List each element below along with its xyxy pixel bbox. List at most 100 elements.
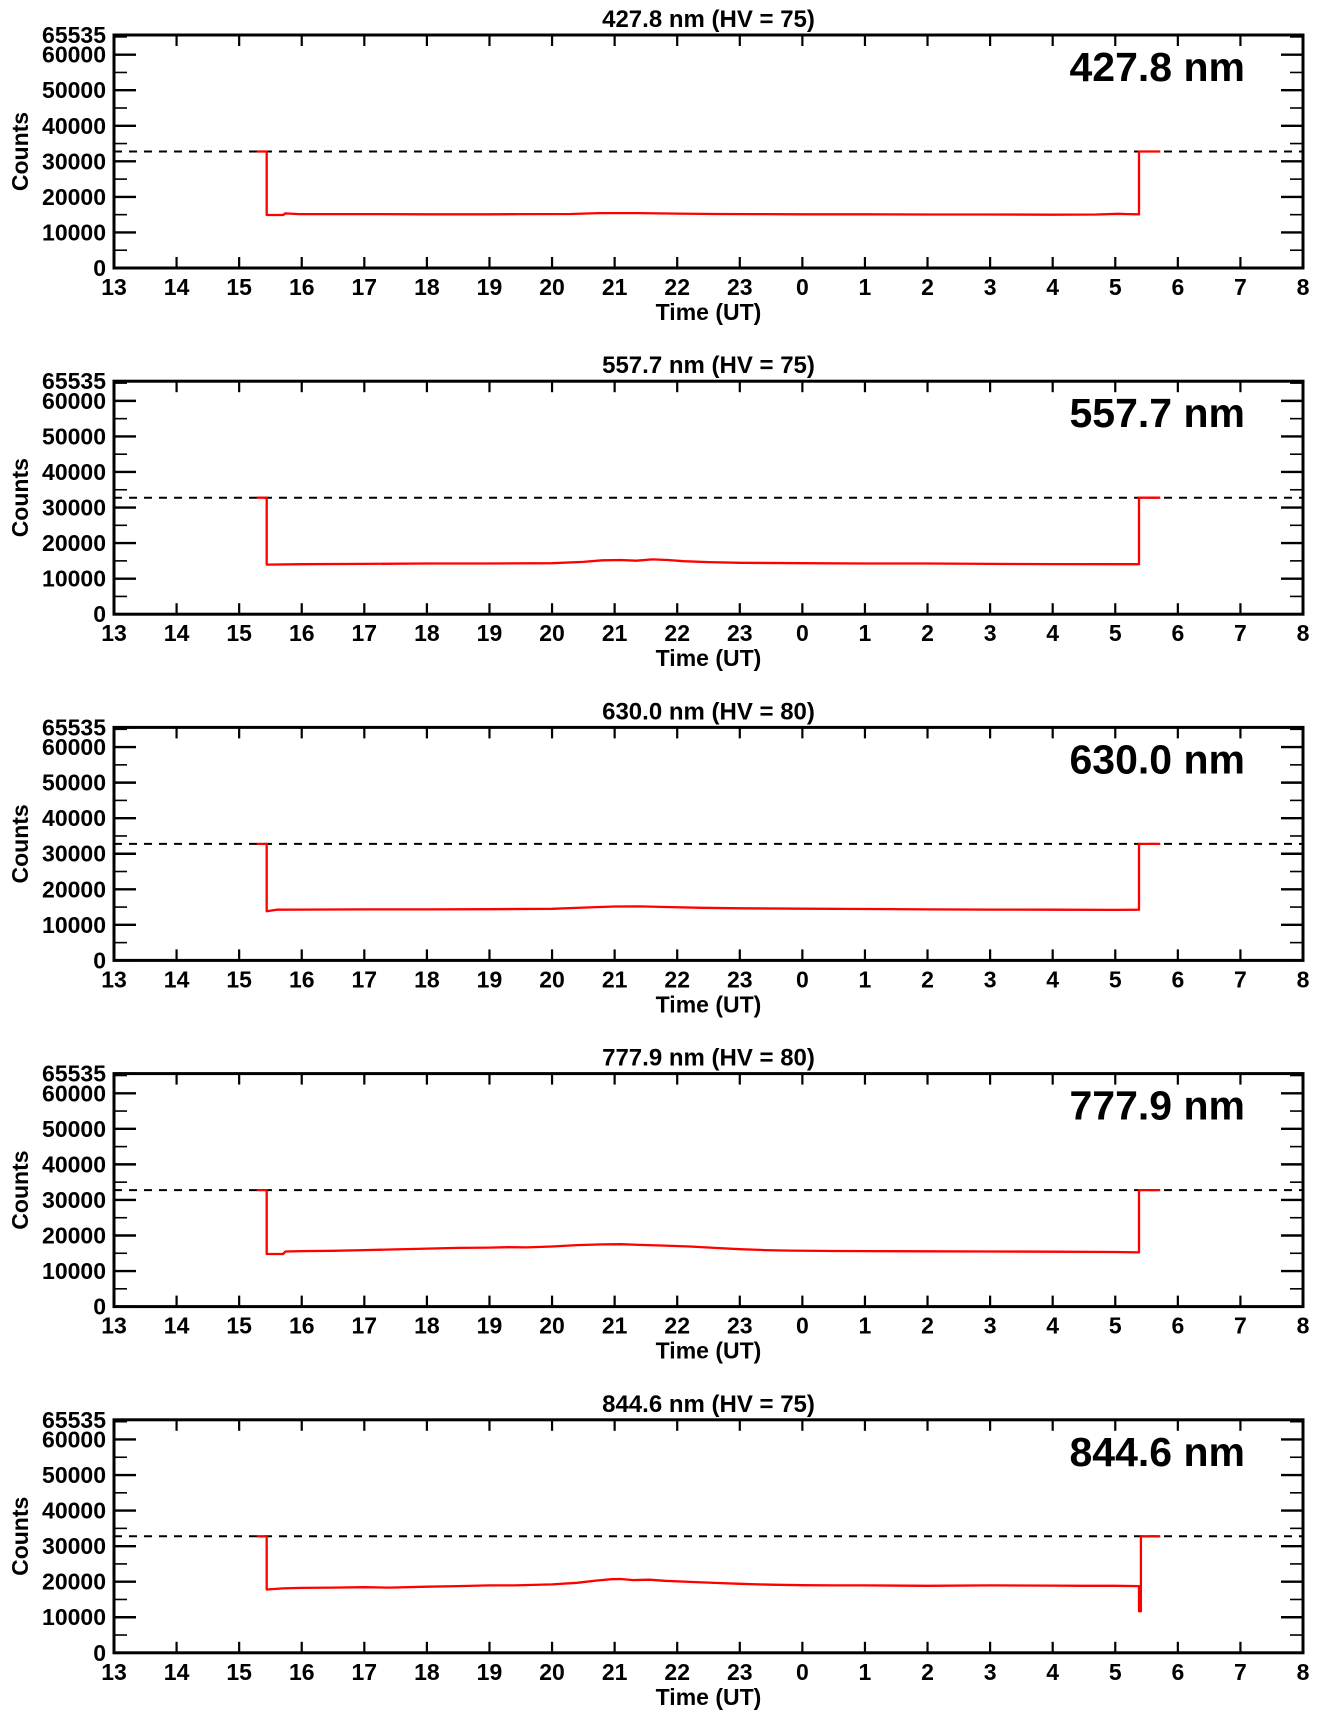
- panel-title: 427.8 nm (HV = 75): [602, 6, 815, 33]
- x-tick-label: 21: [602, 1659, 628, 1685]
- panel-title: 844.6 nm (HV = 75): [602, 1391, 815, 1418]
- x-tick-label: 4: [1046, 274, 1059, 300]
- counts-line: [256, 842, 1161, 913]
- x-tick-label: 5: [1109, 1659, 1122, 1685]
- y-tick-label: 10000: [42, 1258, 106, 1284]
- y-tick-label: 65535: [42, 22, 106, 48]
- x-tick-label: 18: [414, 620, 440, 646]
- x-tick-label: 15: [226, 1659, 252, 1685]
- counts-line: [256, 1188, 1161, 1256]
- x-tick-label: 20: [539, 620, 565, 646]
- panel-427.8nm: 427.8 nm (HV = 75) 0 10000 20000 30000 40000 5…: [7, 6, 1310, 325]
- counts-line: [256, 150, 1161, 217]
- x-tick-label: 8: [1297, 966, 1310, 992]
- x-tick-label: 22: [664, 966, 690, 992]
- counts-line: [256, 496, 1161, 566]
- x-tick-label: 14: [164, 274, 190, 300]
- x-tick-label: 4: [1046, 966, 1059, 992]
- y-tick-label: 0: [93, 1640, 106, 1666]
- y-tick-label: 50000: [42, 1116, 106, 1142]
- x-tick-label: 18: [414, 1659, 440, 1685]
- y-tick-label: 20000: [42, 1222, 106, 1248]
- y-tick-label: 60000: [42, 1426, 106, 1452]
- y-axis-title: Counts: [7, 804, 33, 883]
- x-tick-label: 7: [1234, 1659, 1247, 1685]
- y-tick-label: 40000: [42, 805, 106, 831]
- y-tick-label: 50000: [42, 770, 106, 796]
- panel-777.9nm: 777.9 nm (HV = 80) 0 10000 20000 30000 40000 5…: [7, 1045, 1310, 1364]
- x-tick-label: 4: [1046, 620, 1059, 646]
- x-tick-label: 16: [289, 274, 315, 300]
- y-tick-label: 65535: [42, 714, 106, 740]
- x-tick-label: 2: [921, 274, 934, 300]
- x-tick-label: 15: [226, 1313, 252, 1339]
- x-tick-label: 23: [727, 620, 753, 646]
- x-tick-label: 0: [796, 966, 809, 992]
- x-tick-label: 7: [1234, 1313, 1247, 1339]
- x-tick-label: 17: [352, 1313, 378, 1339]
- x-tick-label: 8: [1297, 1313, 1310, 1339]
- y-tick-label: 10000: [42, 566, 106, 592]
- y-tick-label: 50000: [42, 1462, 106, 1488]
- x-tick-label: 3: [984, 620, 997, 646]
- y-tick-label: 40000: [42, 1498, 106, 1524]
- x-tick-label: 2: [921, 1313, 934, 1339]
- y-tick-label: 20000: [42, 876, 106, 902]
- panel-title: 777.9 nm (HV = 80): [602, 1045, 815, 1072]
- x-tick-label: 21: [602, 274, 628, 300]
- x-tick-label: 18: [414, 1313, 440, 1339]
- x-tick-label: 5: [1109, 274, 1122, 300]
- x-tick-label: 19: [477, 274, 503, 300]
- x-tick-label: 8: [1297, 274, 1310, 300]
- x-tick-label: 14: [164, 620, 190, 646]
- y-tick-label: 0: [93, 1294, 106, 1320]
- x-tick-label: 3: [984, 1313, 997, 1339]
- x-tick-label: 0: [796, 620, 809, 646]
- x-tick-label: 13: [101, 1313, 127, 1339]
- x-axis-title: Time (UT): [656, 1684, 762, 1710]
- x-tick-label: 5: [1109, 966, 1122, 992]
- x-tick-label: 0: [796, 1313, 809, 1339]
- x-tick-label: 2: [921, 620, 934, 646]
- x-tick-label: 5: [1109, 620, 1122, 646]
- y-axis-title: Counts: [7, 458, 33, 537]
- x-tick-label: 15: [226, 966, 252, 992]
- x-tick-label: 3: [984, 1659, 997, 1685]
- wavelength-label: 427.8 nm: [1070, 44, 1246, 90]
- x-tick-label: 3: [984, 966, 997, 992]
- x-tick-label: 14: [164, 1659, 190, 1685]
- y-tick-label: 60000: [42, 42, 106, 68]
- x-tick-label: 13: [101, 966, 127, 992]
- panel-title: 630.0 nm (HV = 80): [602, 698, 815, 725]
- x-tick-label: 17: [352, 274, 378, 300]
- x-tick-label: 5: [1109, 1313, 1122, 1339]
- y-tick-label: 30000: [42, 1187, 106, 1213]
- x-axis-title: Time (UT): [656, 1338, 762, 1364]
- x-tick-label: 21: [602, 620, 628, 646]
- panel-title: 557.7 nm (HV = 75): [602, 352, 815, 379]
- x-tick-label: 19: [477, 966, 503, 992]
- y-axis-title: Counts: [7, 1150, 33, 1229]
- x-tick-label: 16: [289, 1659, 315, 1685]
- wavelength-label: 557.7 nm: [1070, 390, 1246, 436]
- x-tick-label: 8: [1297, 1659, 1310, 1685]
- x-tick-label: 4: [1046, 1659, 1059, 1685]
- x-tick-label: 22: [664, 274, 690, 300]
- x-tick-label: 1: [859, 274, 872, 300]
- x-tick-label: 6: [1171, 1659, 1184, 1685]
- x-tick-label: 22: [664, 1313, 690, 1339]
- y-tick-label: 40000: [42, 113, 106, 139]
- x-tick-label: 20: [539, 966, 565, 992]
- x-tick-label: 21: [602, 1313, 628, 1339]
- x-tick-label: 6: [1171, 1313, 1184, 1339]
- x-tick-label: 17: [352, 1659, 378, 1685]
- x-tick-label: 0: [796, 1659, 809, 1685]
- x-tick-label: 3: [984, 274, 997, 300]
- x-tick-label: 1: [859, 1659, 872, 1685]
- x-tick-label: 7: [1234, 274, 1247, 300]
- y-tick-label: 30000: [42, 495, 106, 521]
- x-tick-label: 8: [1297, 620, 1310, 646]
- y-tick-label: 10000: [42, 1604, 106, 1630]
